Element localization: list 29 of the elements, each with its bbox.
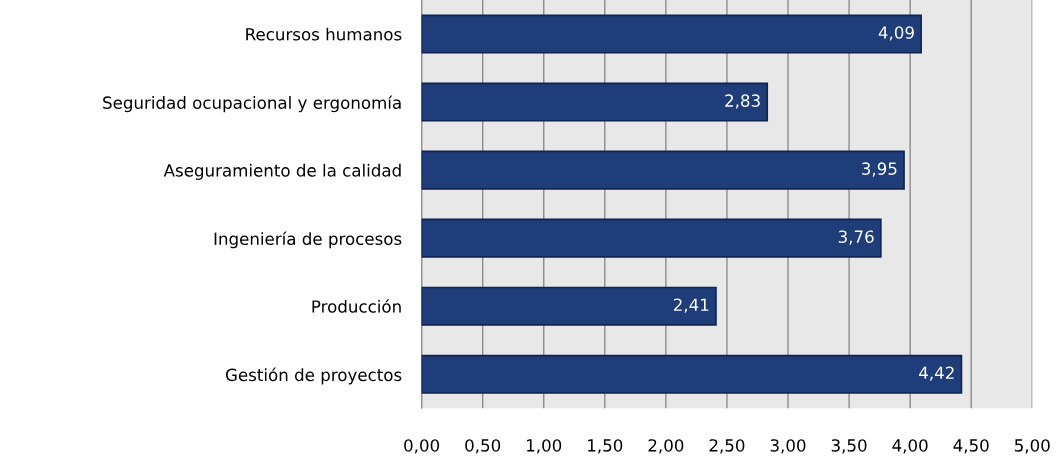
x-tick-label: 2,00 <box>648 439 684 454</box>
y-tick-label: Gestión de proyectos <box>225 367 402 385</box>
bar <box>421 150 905 190</box>
x-tick-label: 0,50 <box>465 439 501 454</box>
data-label: 2,83 <box>725 94 760 109</box>
y-tick-label: Recursos humanos <box>246 27 402 41</box>
data-label: 4,09 <box>878 26 914 41</box>
bar <box>421 218 882 258</box>
x-tick-label: 0,00 <box>404 439 440 454</box>
x-tick-label: 4,50 <box>953 439 989 454</box>
data-label: 3,95 <box>862 162 897 177</box>
y-tick-label: Ingeniería de procesos <box>214 231 402 249</box>
bar <box>421 82 769 122</box>
data-label: 2,41 <box>673 298 709 313</box>
x-tick-label: 3,00 <box>770 439 806 454</box>
x-tick-label: 4,00 <box>892 439 928 454</box>
data-label: 3,76 <box>838 230 874 245</box>
data-label: 4,42 <box>919 366 954 381</box>
y-tick-label: Aseguramiento de la calidad <box>163 163 401 180</box>
x-tick-label: 2,50 <box>709 439 745 454</box>
x-tick-label: 1,50 <box>588 439 623 454</box>
y-tick-label: Seguridad ocupacional y ergonomía <box>103 95 401 113</box>
bar <box>421 354 963 394</box>
bar <box>421 14 922 54</box>
x-tick-label: 3,50 <box>831 439 867 454</box>
bar <box>421 286 717 326</box>
x-tick-label: 1,00 <box>527 439 562 454</box>
x-tick-label: 5,00 <box>1015 439 1050 454</box>
y-tick-label: Producción <box>312 299 401 313</box>
